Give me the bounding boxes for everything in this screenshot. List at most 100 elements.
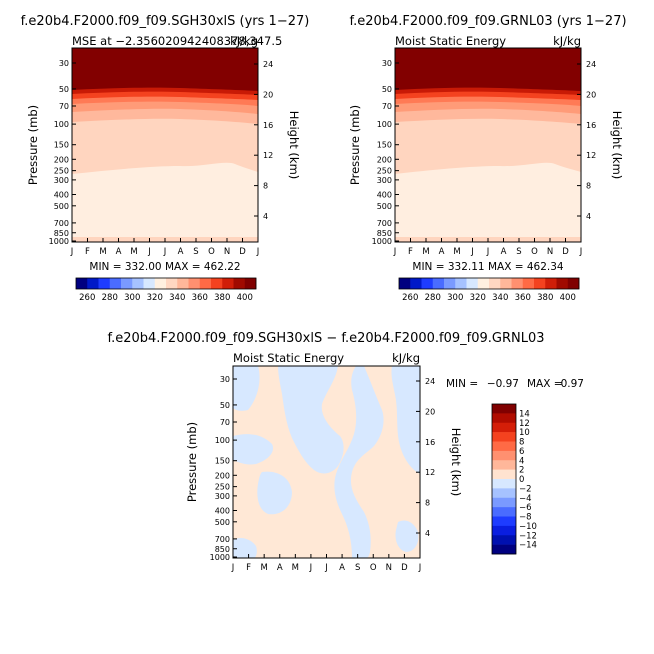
- colorbar-swatch: [244, 278, 257, 289]
- colorbar-label: 360: [192, 293, 208, 303]
- contour-band: [391, 366, 420, 474]
- contour-band: [233, 434, 274, 465]
- contour-band: [278, 366, 344, 474]
- month-tick-label: M: [453, 247, 460, 257]
- height-tick-label: 4: [425, 529, 430, 538]
- pressure-tick-label: 300: [54, 176, 69, 185]
- colorbar: 260 280 300 320 340 360 380 400: [75, 277, 257, 303]
- colorbar-swatch: [154, 278, 167, 289]
- colorbar-swatch: [143, 278, 156, 289]
- colorbar-frame: [491, 403, 517, 555]
- colorbar-label: 320: [147, 293, 163, 303]
- month-tick-label: M: [422, 247, 429, 257]
- height-tick-label: 12: [263, 151, 273, 160]
- pressure-tick-label: 400: [215, 506, 230, 515]
- colorbar-swatch: [188, 278, 201, 289]
- pressure-tick-label: 300: [215, 492, 230, 501]
- pressure-tick-label: 50: [382, 85, 392, 94]
- colorbar-label: 2: [519, 466, 524, 476]
- month-tick-label: J: [324, 563, 328, 573]
- panel-subtitle-left: Moist Static Energy: [395, 34, 506, 48]
- colorbar-swatch: [466, 278, 479, 289]
- colorbar-swatch: [121, 278, 133, 289]
- colorbar-frame: [75, 277, 257, 290]
- colorbar-swatch: [432, 278, 445, 289]
- month-tick-label: A: [178, 247, 184, 257]
- month-tick-label: M: [99, 247, 106, 257]
- colorbar-swatch: [492, 450, 516, 461]
- colorbar-label: 400: [237, 293, 253, 303]
- pressure-tick-label: 30: [59, 59, 69, 68]
- height-ticks: 24 20 16 12 8 4: [254, 60, 273, 221]
- pressure-tick-label: 30: [220, 375, 230, 384]
- colorbar-swatch: [492, 441, 516, 452]
- height-tick-label: 8: [263, 182, 268, 191]
- height-ticks: 24 20 16 12 8 4: [577, 60, 596, 221]
- colorbar-swatch: [233, 278, 246, 289]
- colorbar-label: 260: [79, 293, 95, 303]
- max-label: MAX =: [527, 378, 563, 390]
- colorbar-swatch: [132, 278, 144, 289]
- colorbar-label: −4: [519, 494, 532, 504]
- contour-band: [395, 48, 581, 91]
- plot-area: [232, 365, 421, 559]
- colorbar-swatch: [492, 479, 516, 489]
- pressure-tick-label: 200: [54, 155, 69, 164]
- colorbar-swatch: [410, 278, 422, 289]
- colorbar-label: 380: [537, 293, 553, 303]
- colorbar-swatch: [492, 535, 516, 545]
- height-tick-label: 20: [586, 90, 596, 99]
- month-tick-label: S: [516, 247, 521, 257]
- month-tick-label: O: [208, 247, 215, 257]
- pressure-tick-label: 500: [54, 202, 69, 211]
- colorbar-label: 320: [470, 293, 486, 303]
- colorbar-label: −10: [519, 522, 537, 532]
- colorbar-swatch: [76, 278, 88, 289]
- colorbar-swatch: [492, 460, 516, 470]
- colorbar-label: 6: [519, 447, 524, 457]
- contour-band: [395, 520, 419, 552]
- y-axis-label-left: Pressure (mb): [26, 105, 40, 185]
- min-max-stats: MIN = 332.00 MAX = 462.22: [89, 261, 240, 273]
- height-tick-label: 20: [263, 90, 273, 99]
- pressure-tick-label: 850: [215, 545, 230, 554]
- height-tick-label: 4: [586, 212, 591, 221]
- colorbar-label: 8: [519, 438, 524, 448]
- month-tick-label: D: [401, 563, 408, 573]
- colorbar-swatch: [500, 278, 512, 289]
- pressure-tick-label: 30: [382, 59, 392, 68]
- month-tick-label: J: [579, 247, 583, 257]
- colorbar-label: −14: [519, 541, 537, 551]
- pressure-tick-label: 400: [377, 190, 392, 199]
- colorbar-swatch: [492, 413, 516, 424]
- colorbar-label: 340: [169, 293, 185, 303]
- height-tick-label: 20: [425, 407, 435, 416]
- height-tick-label: 24: [425, 377, 435, 386]
- panel-subtitle-left: MSE at −2.356020942408378,347.5: [72, 34, 282, 48]
- colorbar-label: 12: [519, 419, 530, 429]
- contour-band: [72, 48, 258, 91]
- month-tick-label: A: [439, 247, 445, 257]
- colorbar-swatch: [511, 278, 524, 289]
- pressure-tick-label: 250: [54, 167, 69, 176]
- month-tick-label: A: [116, 247, 122, 257]
- month-tick-label: N: [386, 563, 392, 573]
- colorbar-label: 260: [402, 293, 418, 303]
- colorbar-swatch: [421, 278, 434, 289]
- colorbar-label: 4: [519, 456, 524, 466]
- month-tick-label: J: [256, 247, 260, 257]
- month-tick-label: N: [224, 247, 230, 257]
- min-value: −0.97: [487, 378, 519, 390]
- month-tick-label: J: [486, 247, 490, 257]
- month-tick-label: O: [531, 247, 538, 257]
- y-axis-label-right: Height (km): [610, 111, 624, 180]
- colorbar-swatch: [98, 278, 111, 289]
- pressure-tick-label: 700: [215, 535, 230, 544]
- colorbar-swatch: [177, 278, 189, 289]
- pressure-tick-label: 50: [220, 401, 230, 410]
- pressure-tick-label: 700: [54, 219, 69, 228]
